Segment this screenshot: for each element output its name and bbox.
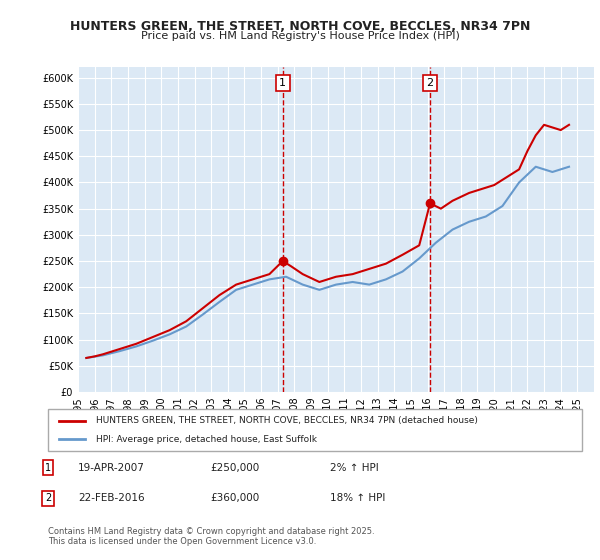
Text: £250,000: £250,000 <box>210 463 259 473</box>
Text: Contains HM Land Registry data © Crown copyright and database right 2025.
This d: Contains HM Land Registry data © Crown c… <box>48 526 374 546</box>
Text: 1: 1 <box>45 463 51 473</box>
Text: 2% ↑ HPI: 2% ↑ HPI <box>330 463 379 473</box>
Text: 1: 1 <box>279 78 286 88</box>
Text: £360,000: £360,000 <box>210 493 259 503</box>
Text: 2: 2 <box>45 493 51 503</box>
Text: HUNTERS GREEN, THE STREET, NORTH COVE, BECCLES, NR34 7PN (detached house): HUNTERS GREEN, THE STREET, NORTH COVE, B… <box>96 416 478 425</box>
Text: HPI: Average price, detached house, East Suffolk: HPI: Average price, detached house, East… <box>96 435 317 444</box>
Text: 22-FEB-2016: 22-FEB-2016 <box>78 493 145 503</box>
Text: 19-APR-2007: 19-APR-2007 <box>78 463 145 473</box>
Text: Price paid vs. HM Land Registry's House Price Index (HPI): Price paid vs. HM Land Registry's House … <box>140 31 460 41</box>
Text: 18% ↑ HPI: 18% ↑ HPI <box>330 493 385 503</box>
Text: 2: 2 <box>427 78 434 88</box>
Text: HUNTERS GREEN, THE STREET, NORTH COVE, BECCLES, NR34 7PN: HUNTERS GREEN, THE STREET, NORTH COVE, B… <box>70 20 530 32</box>
FancyBboxPatch shape <box>48 409 582 451</box>
